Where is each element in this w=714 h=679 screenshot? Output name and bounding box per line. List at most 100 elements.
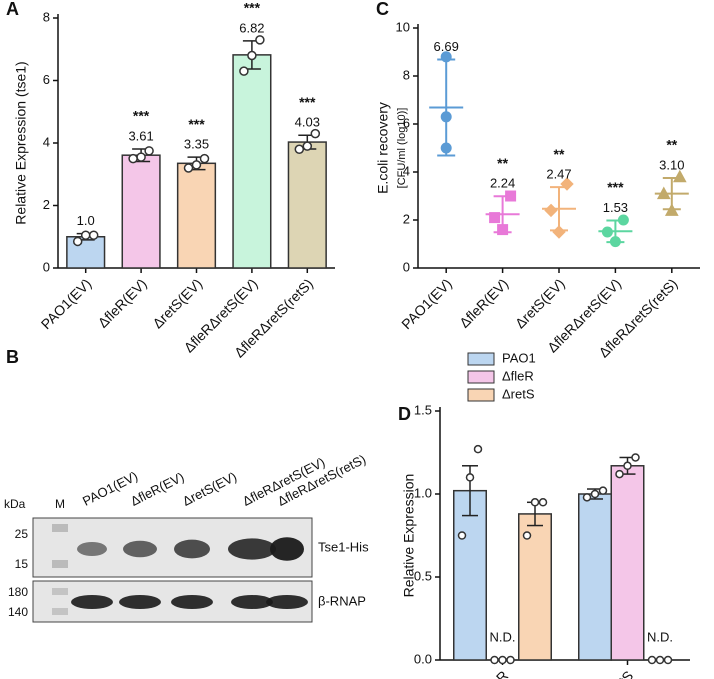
panel-label: D bbox=[398, 404, 411, 424]
value-label: N.D. bbox=[647, 629, 673, 644]
x-tick-label: ΔfleR(EV) bbox=[95, 275, 150, 330]
point bbox=[440, 142, 452, 154]
point bbox=[440, 111, 452, 123]
point bbox=[128, 153, 138, 164]
x-tick-label: ΔfleR(EV) bbox=[456, 275, 511, 330]
point bbox=[490, 655, 499, 665]
band bbox=[228, 538, 276, 560]
panel-label: B bbox=[6, 347, 19, 367]
ladder-label: kDa bbox=[4, 497, 26, 511]
marker-size: 140 bbox=[8, 605, 28, 619]
point bbox=[199, 153, 210, 164]
y-tick-label: 6 bbox=[403, 115, 410, 130]
y-tick-label: 2 bbox=[403, 211, 410, 226]
value-label: 6.82 bbox=[239, 20, 264, 35]
y-tick-label: 2 bbox=[43, 197, 50, 212]
marker-label: M bbox=[55, 497, 65, 511]
y-axis-label: [CFU/ml (log10)] bbox=[396, 108, 408, 189]
band bbox=[266, 595, 308, 609]
point bbox=[655, 655, 665, 665]
legend-label: PAO1 bbox=[502, 350, 536, 365]
point bbox=[310, 128, 321, 139]
y-tick-label: 1.5 bbox=[414, 402, 432, 417]
significance: ** bbox=[666, 137, 677, 153]
point bbox=[440, 51, 452, 63]
value-label: 3.61 bbox=[128, 128, 153, 143]
point bbox=[598, 486, 608, 495]
point bbox=[247, 50, 257, 61]
point bbox=[647, 655, 657, 665]
point bbox=[498, 655, 507, 665]
x-tick-label: ΔretS(EV) bbox=[512, 275, 568, 331]
value-label: 2.24 bbox=[490, 176, 515, 191]
value-label: N.D. bbox=[490, 629, 516, 644]
bar bbox=[232, 54, 272, 269]
point bbox=[473, 444, 483, 454]
legend-swatch bbox=[467, 352, 495, 366]
lane-label: ΔfleR(EV) bbox=[128, 469, 186, 509]
value-label: 4.03 bbox=[295, 115, 320, 130]
significance: *** bbox=[244, 0, 261, 16]
marker-size: 180 bbox=[8, 585, 28, 599]
significance: *** bbox=[607, 179, 624, 195]
band bbox=[123, 540, 157, 558]
point bbox=[656, 186, 671, 200]
point bbox=[136, 152, 146, 162]
value-label: 3.35 bbox=[184, 137, 209, 152]
panel-label: C bbox=[376, 0, 389, 19]
point bbox=[617, 214, 629, 226]
value-label: 3.10 bbox=[659, 157, 684, 172]
significance: ** bbox=[497, 155, 508, 171]
y-tick-label: 1.0 bbox=[414, 485, 432, 500]
point bbox=[601, 226, 613, 238]
y-axis-label: Relative Expression bbox=[401, 474, 417, 598]
bar bbox=[287, 141, 327, 269]
point bbox=[497, 224, 509, 236]
bar bbox=[610, 465, 645, 661]
x-tick-label: PAO1(EV) bbox=[398, 275, 455, 332]
band bbox=[270, 537, 304, 561]
significance: *** bbox=[188, 116, 205, 132]
significance: *** bbox=[133, 108, 150, 124]
significance: ** bbox=[554, 146, 565, 162]
y-tick-label: 4 bbox=[43, 134, 50, 149]
point bbox=[183, 163, 194, 173]
marker-size: 25 bbox=[15, 527, 29, 541]
y-tick-label: 0.5 bbox=[414, 568, 432, 583]
legend-label: ΔfleR bbox=[502, 368, 534, 383]
y-tick-label: 0.0 bbox=[414, 651, 432, 666]
y-tick-label: 0 bbox=[43, 259, 50, 274]
legend-swatch bbox=[467, 388, 495, 402]
x-tick-label: ΔretS(EV) bbox=[149, 275, 205, 331]
point bbox=[663, 655, 673, 665]
bar bbox=[121, 154, 161, 269]
bar bbox=[176, 162, 217, 269]
panel-label: A bbox=[6, 0, 19, 19]
lane-label: ΔretS(EV) bbox=[180, 469, 239, 509]
point bbox=[255, 35, 265, 45]
marker-size: 15 bbox=[15, 557, 29, 571]
y-axis-label: E.coli recovery bbox=[375, 102, 391, 194]
x-tick-label: fleR bbox=[482, 667, 511, 679]
point bbox=[615, 469, 624, 479]
point bbox=[672, 169, 687, 183]
point bbox=[506, 655, 515, 665]
y-tick-label: 8 bbox=[43, 9, 50, 24]
point bbox=[457, 531, 467, 540]
band bbox=[119, 595, 161, 609]
band bbox=[77, 542, 107, 556]
y-tick-label: 0 bbox=[403, 259, 410, 274]
bar bbox=[66, 236, 106, 269]
band bbox=[71, 595, 113, 609]
x-tick-label: retS bbox=[607, 667, 636, 679]
point bbox=[505, 190, 517, 202]
band bbox=[174, 539, 210, 559]
point bbox=[72, 236, 83, 247]
band bbox=[231, 595, 273, 609]
point bbox=[530, 498, 540, 507]
bar bbox=[578, 493, 612, 661]
y-axis-label: Relative Expression (tse1) bbox=[13, 61, 29, 224]
value-label: 6.69 bbox=[434, 39, 459, 54]
point bbox=[560, 177, 574, 191]
